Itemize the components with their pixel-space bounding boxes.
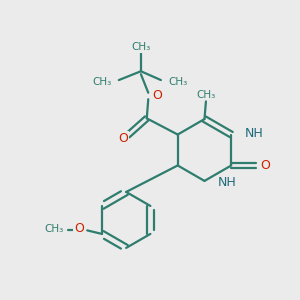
Text: O: O xyxy=(74,222,84,235)
Text: CH₃: CH₃ xyxy=(131,42,151,52)
Text: CH₃: CH₃ xyxy=(44,224,64,234)
Text: CH₃: CH₃ xyxy=(196,90,216,100)
Text: CH₃: CH₃ xyxy=(168,77,187,87)
Text: CH₃: CH₃ xyxy=(92,77,111,87)
Text: O: O xyxy=(152,89,162,102)
Text: NH: NH xyxy=(244,127,263,140)
Text: NH: NH xyxy=(218,176,236,189)
Text: O: O xyxy=(118,132,128,145)
Text: O: O xyxy=(260,159,270,172)
